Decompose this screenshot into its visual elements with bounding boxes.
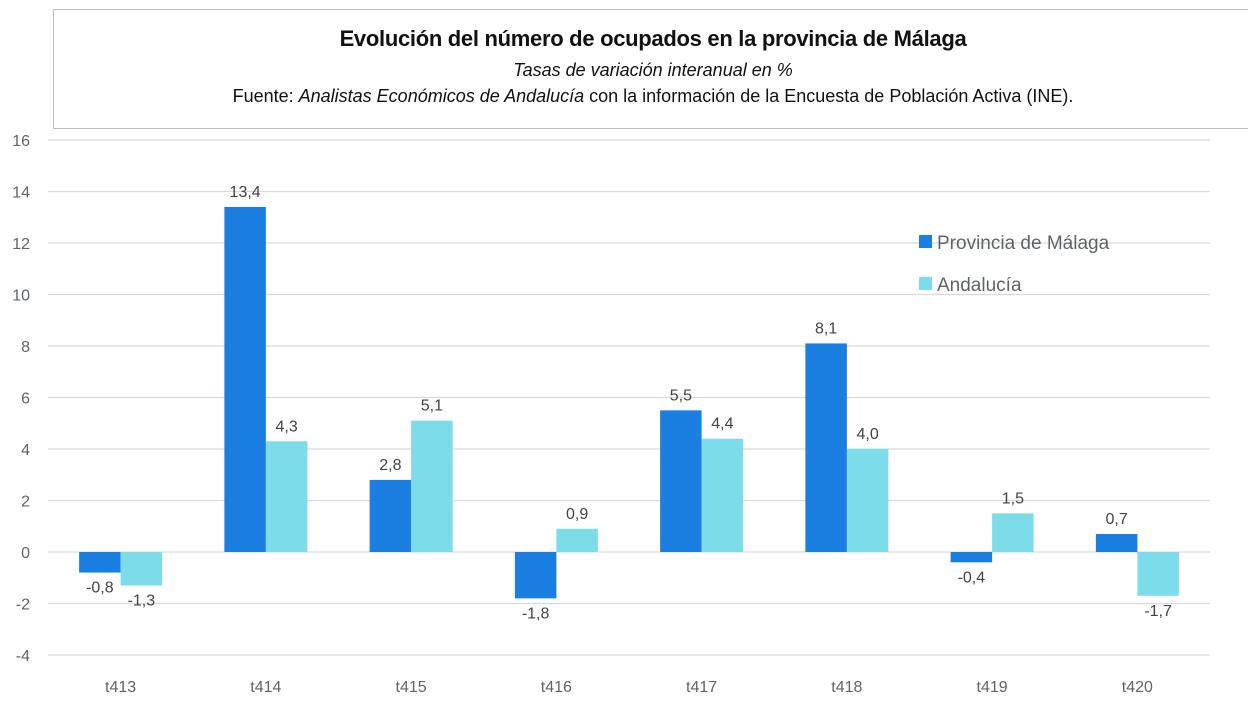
bar-malaga (514, 552, 557, 599)
x-tick-label: t415 (396, 679, 427, 696)
bar-malaga (950, 552, 993, 563)
x-tick-label: t416 (541, 679, 572, 696)
data-label: -1,7 (1144, 603, 1172, 620)
x-tick-label: t417 (686, 679, 717, 696)
x-tick-label: t418 (831, 679, 862, 696)
data-label: 13,4 (230, 184, 261, 201)
chart-source: Fuente: Analistas Económicos de Andalucí… (54, 86, 1248, 107)
data-label: 0,9 (566, 506, 588, 523)
y-tick-label: 16 (12, 133, 30, 150)
data-label: 4,0 (857, 426, 879, 443)
chart-title: Evolución del número de ocupados en la p… (339, 26, 967, 51)
bar-andalucia (992, 513, 1034, 552)
y-tick-label: 8 (21, 339, 30, 356)
data-label: 5,1 (421, 398, 443, 415)
x-tick-label: t413 (105, 679, 136, 696)
y-tick-label: 4 (21, 442, 30, 459)
bar-malaga (369, 479, 412, 552)
source-suffix: con la información de la Encuesta de Pob… (584, 86, 1074, 106)
data-label: -1,8 (522, 605, 550, 622)
y-tick-label: 0 (21, 545, 30, 562)
data-label: 4,4 (711, 416, 733, 433)
legend-swatch (919, 277, 932, 290)
x-tick-label: t414 (250, 679, 281, 696)
source-prefix: Fuente: (232, 86, 299, 106)
bar-andalucia (556, 528, 598, 552)
gridlines (48, 139, 1210, 656)
legend-label: Andalucía (937, 275, 1022, 296)
data-label: -1,3 (128, 592, 156, 609)
legend-label: Provincia de Málaga (937, 233, 1110, 254)
bar-malaga (224, 206, 266, 552)
bar-malaga (660, 410, 702, 552)
x-axis: t413 t414 t415 t416 t417 t418 t419 t420 (105, 679, 1153, 696)
y-tick-label: 12 (12, 236, 30, 253)
x-tick-label: t419 (977, 679, 1008, 696)
bars (79, 206, 1179, 599)
data-label: 4,3 (276, 418, 298, 435)
y-tick-label: -2 (16, 597, 30, 614)
data-label: 5,5 (670, 387, 692, 404)
bar-malaga (805, 343, 847, 552)
legend-swatch (919, 235, 932, 248)
data-label: 0,7 (1106, 511, 1128, 528)
bar-malaga (79, 552, 121, 573)
data-label: 1,5 (1002, 490, 1024, 507)
y-tick-label: -4 (16, 648, 30, 665)
bar-andalucia (701, 438, 744, 552)
legend: Provincia de Málaga Andalucía (919, 233, 1110, 296)
bar-andalucia (120, 552, 163, 586)
data-label: -0,8 (86, 580, 114, 597)
y-tick-label: 10 (12, 288, 30, 305)
data-label: -0,4 (958, 569, 986, 586)
data-labels: -0,8 -1,3 13,4 4,3 2,8 5,1 -1,8 0,9 5,5 4,4 8,1 4,0… (86, 184, 1172, 622)
source-italic: Analistas Económicos de Andalucía (298, 86, 585, 106)
x-tick-label: t420 (1122, 679, 1153, 696)
data-label: 2,8 (379, 457, 401, 474)
data-label: 8,1 (815, 320, 837, 337)
chart-subtitle: Tasas de variación interanual en % (513, 60, 793, 80)
bar-andalucia (846, 449, 889, 552)
y-axis: 16 14 12 10 8 6 4 2 0 -2 -4 (12, 133, 30, 665)
bar-malaga (1095, 533, 1138, 552)
bar-andalucia (265, 441, 308, 552)
y-tick-label: 14 (12, 185, 30, 202)
bar-andalucia (411, 420, 453, 552)
y-tick-label: 2 (21, 494, 30, 511)
chart-title-box: Evolución del número de ocupados en la p… (53, 9, 1248, 129)
y-tick-label: 6 (21, 391, 30, 408)
bar-andalucia (1137, 552, 1179, 596)
